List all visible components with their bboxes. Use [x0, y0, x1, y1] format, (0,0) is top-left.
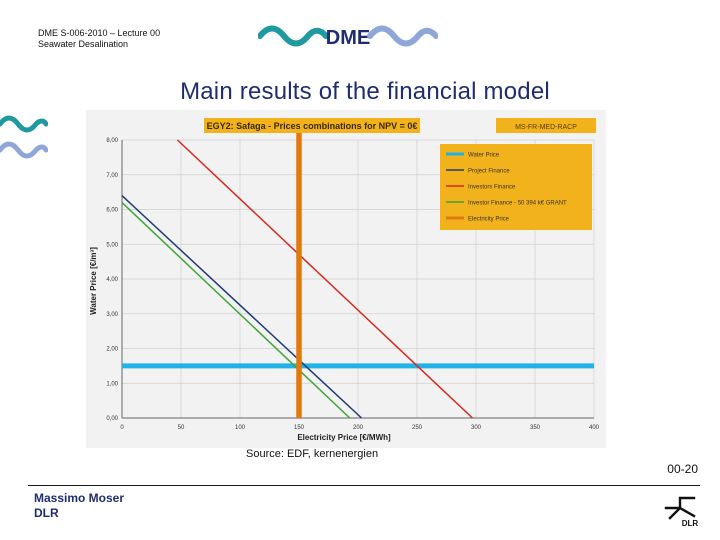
dlr-mark-icon: [664, 496, 696, 520]
legend-label: Electricity Price: [468, 217, 510, 223]
y-tick-label: 3,00: [106, 312, 118, 318]
chart-title-box: [204, 118, 420, 133]
legend-label: Water Price: [468, 153, 500, 159]
course-header: DME S-006-2010 – Lecture 00 Seawater Des…: [38, 28, 160, 50]
source-note: Source: EDF, kernenergien: [246, 448, 379, 460]
y-tick-label: 7,00: [106, 173, 118, 179]
legend-label: Project Finance: [468, 169, 510, 175]
y-tick-label: 8,00: [106, 138, 118, 144]
author-name: Massimo Moser: [34, 491, 125, 505]
dme-logo: DME: [258, 25, 438, 49]
legend-box: [440, 144, 592, 230]
chart-title: EGY2: Safaga - Prices combinations for N…: [207, 121, 418, 131]
page-title: Main results of the financial model: [180, 78, 550, 105]
series-line-investors-finance: [176, 139, 473, 419]
x-tick-label: 100: [235, 425, 246, 431]
dlr-logo-text: DLR: [682, 519, 699, 528]
logo-wave-right-icon: [367, 25, 438, 47]
x-tick-label: 400: [589, 425, 600, 431]
y-tick-label: 2,00: [106, 347, 118, 353]
x-tick-label: 350: [530, 425, 541, 431]
logo-wave-left-icon: [258, 25, 329, 47]
x-tick-label: 50: [178, 425, 185, 431]
author-org: DLR: [34, 506, 59, 520]
slide-number: 00-20: [667, 462, 698, 476]
footer-divider: [28, 485, 700, 486]
chart-axes: [121, 140, 594, 419]
chart-ticks: 0 50 100 150 200 250 300 350 400 0,00 1,00 2,00 3,00…: [106, 138, 599, 431]
legend-label: Investors Finance: [468, 185, 516, 191]
x-axis-label: Electricity Price [€/MWh]: [297, 433, 391, 442]
chart-legend: Water Price Project Finance Investors Fina…: [440, 144, 592, 230]
y-tick-label: 1,00: [106, 381, 118, 387]
y-axis-label: Water Price [€/m³]: [89, 247, 98, 315]
side-wave-icon: [0, 115, 48, 159]
y-tick-label: 6,00: [106, 208, 118, 214]
y-tick-label: 4,00: [106, 277, 118, 283]
dlr-logo: DLR: [664, 496, 699, 528]
y-tick-label: 5,00: [106, 242, 118, 248]
series-line-investor-finance-50-394-k-grant: [121, 202, 351, 419]
npv-price-chart: 0 50 100 150 200 250 300 350 400 0,00 1,00 2,00 3,00…: [86, 110, 606, 448]
scenario-label: MS-FR-MED-RACP: [515, 124, 577, 131]
y-tick-label: 0,00: [106, 416, 118, 422]
course-subtitle: Seawater Desalination: [38, 39, 129, 49]
x-tick-label: 300: [471, 425, 482, 431]
author-block: Massimo Moser DLR: [34, 491, 124, 521]
x-tick-label: 200: [353, 425, 364, 431]
x-tick-label: 250: [412, 425, 423, 431]
x-tick-label: 0: [120, 425, 124, 431]
chart-series: [121, 129, 594, 419]
logo-text: DME: [326, 27, 370, 49]
x-tick-label: 150: [294, 425, 305, 431]
legend-label: Investor Finance - 50 394 k€ GRANT: [468, 201, 567, 207]
scenario-box: [496, 118, 596, 133]
series-line-project-finance: [121, 195, 363, 419]
course-code: DME S-006-2010 – Lecture 00: [38, 28, 161, 38]
